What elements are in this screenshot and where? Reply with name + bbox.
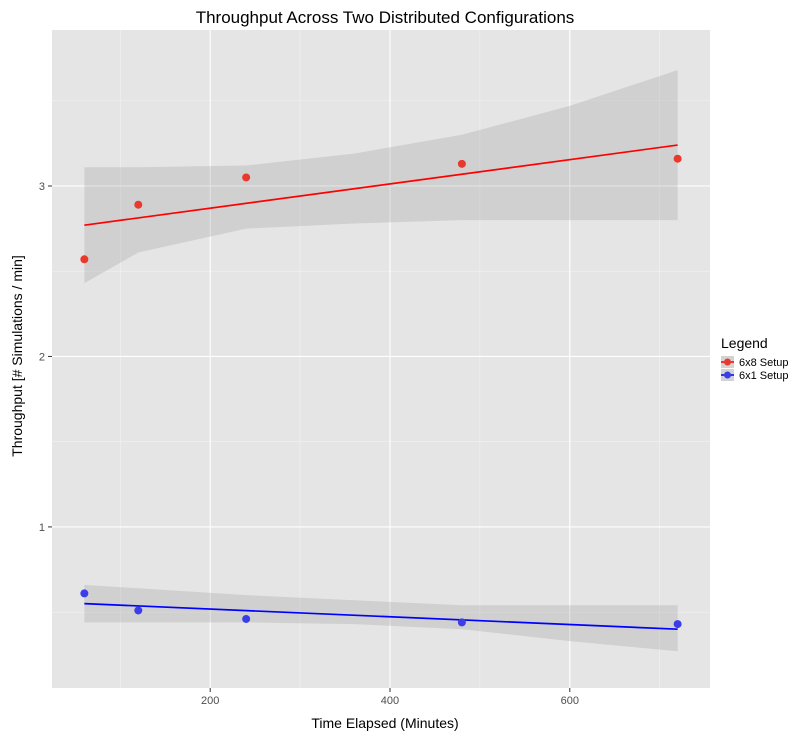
x-tick-label: 200	[201, 695, 219, 707]
x-axis-title: Time Elapsed (Minutes)	[311, 715, 458, 731]
x-axis-ticks: 200 400 600	[201, 688, 579, 707]
data-point-series-1	[673, 154, 682, 163]
data-point-series-2	[242, 614, 251, 623]
x-tick-label: 600	[561, 695, 579, 707]
data-point-series-2	[457, 618, 466, 627]
x-tick-label: 400	[381, 695, 399, 707]
y-tick-label: 2	[39, 351, 45, 363]
confidence-bands	[84, 70, 678, 652]
regression-lines	[84, 144, 678, 631]
legend-key-point	[724, 358, 731, 366]
data-point-series-1	[457, 159, 466, 168]
data-point-series-2	[673, 620, 682, 629]
legend-label: 6x8 Setup	[739, 357, 789, 369]
confidence-band-series-2	[84, 584, 678, 652]
data-point-series-1	[242, 173, 251, 182]
data-point-series-1	[134, 200, 143, 209]
fit-line-series-1	[84, 144, 678, 227]
data-point-series-1	[80, 255, 89, 264]
legend-title: Legend	[721, 335, 768, 351]
y-tick-label: 3	[39, 181, 45, 193]
fit-line-series-2	[84, 602, 678, 631]
chart-title: Throughput Across Two Distributed Config…	[196, 8, 575, 27]
minor-gridlines	[52, 30, 710, 688]
y-axis-ticks: 1 2 3	[39, 181, 52, 534]
legend-key-point	[724, 371, 731, 379]
y-axis-title: Throughput [# Simulations / min]	[9, 255, 25, 457]
plot-panel	[52, 30, 710, 688]
y-tick-label: 1	[39, 522, 45, 534]
confidence-band-series-1	[84, 70, 678, 284]
data-point-series-2	[80, 589, 89, 598]
legend-label: 6x1 Setup	[739, 370, 789, 382]
data-points	[80, 154, 682, 629]
data-point-series-2	[134, 606, 143, 615]
